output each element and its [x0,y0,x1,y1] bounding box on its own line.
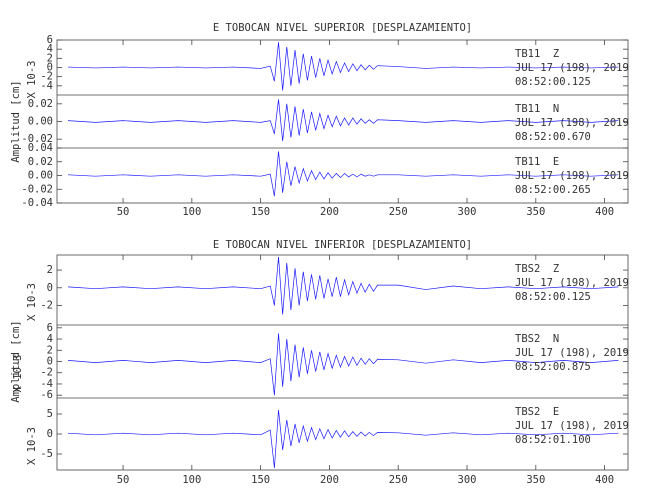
chart-title: E TOBOCAN NIVEL SUPERIOR [DESPLAZAMIENTO… [213,22,472,34]
x-tick-label: 400 [595,474,614,486]
time-label: 08:52:00.875 [515,361,591,373]
scale-label: X 10-3 [26,427,38,465]
y-tick-label: 2 [47,52,53,64]
chart-title: E TOBOCAN NIVEL INFERIOR [DESPLAZAMIENTO… [213,239,472,251]
time-label: 08:52:00.670 [515,131,591,143]
y-tick-label: 2 [47,264,53,276]
trace [67,409,619,469]
y-tick-label: 5 [47,408,53,420]
trace [67,42,619,91]
trace [67,256,619,315]
y-tick-label: -2 [40,300,53,312]
time-label: 08:52:01.100 [515,434,591,446]
date-label: JUL 17 (198), 2019 [515,170,629,182]
station-label: TB11 Z [515,48,559,60]
time-label: 08:52:00.265 [515,184,591,196]
date-label: JUL 17 (198), 2019 [515,420,629,432]
y-tick-label: 0.00 [28,116,53,128]
y-tick-label: 6 [47,34,53,46]
station-label: TB11 E [515,156,559,168]
x-tick-label: 300 [458,206,477,218]
y-tick-label: 0 [47,356,53,368]
x-tick-label: 350 [526,206,545,218]
x-tick-label: 50 [117,206,130,218]
x-tick-label: 200 [320,474,339,486]
y-tick-label: 0 [47,428,53,440]
y-tick-label: 6 [47,322,53,334]
y-tick-label: -4 [40,378,53,390]
time-label: 08:52:00.125 [515,291,591,303]
date-label: JUL 17 (198), 2019 [515,347,629,359]
trace [67,333,619,396]
plot-frame [56,254,629,471]
y-tick-label: 4 [47,43,53,55]
station-label: TBS2 E [515,406,559,418]
date-label: JUL 17 (198), 2019 [515,62,629,74]
date-label: JUL 17 (198), 2019 [515,117,629,129]
x-tick-label: 100 [182,474,201,486]
y-tick-label: -2 [40,71,53,83]
y-tick-label: 0 [47,282,53,294]
x-tick-label: 150 [251,206,270,218]
y-tick-label: -0.02 [21,133,53,145]
x-tick-label: 300 [458,474,477,486]
trace [67,151,619,197]
station-label: TBS2 Z [515,263,559,275]
y-tick-label: -0.02 [21,183,53,195]
y-tick-label: -2 [40,367,53,379]
x-tick-label: 50 [117,474,130,486]
scale-label: X 10-3 [26,61,38,99]
y-tick-label: 0.02 [28,156,53,168]
trace [67,99,619,141]
y-tick-label: 0 [47,62,53,74]
station-label: TB11 N [515,103,559,115]
y-tick-label: -5 [40,448,53,460]
date-label: JUL 17 (198), 2019 [515,277,629,289]
station-label: TBS2 N [515,333,559,345]
y-tick-label: 4 [47,333,53,345]
x-tick-label: 250 [389,206,408,218]
x-tick-label: 100 [182,206,201,218]
x-tick-label: 400 [595,206,614,218]
y-tick-label: 0.00 [28,170,53,182]
y-tick-label: -6 [40,389,53,401]
x-tick-label: 250 [389,474,408,486]
y-tick-label: 0.04 [28,142,53,154]
scale-label: X 10-3 [12,355,24,393]
y-axis-label: Amplitud [cm] [10,320,22,402]
x-tick-label: 150 [251,474,270,486]
x-tick-label: 350 [526,474,545,486]
time-label: 08:52:00.125 [515,76,591,88]
y-tick-label: 2 [47,344,53,356]
scale-label: X 10-3 [26,283,38,321]
x-tick-label: 200 [320,206,339,218]
y-tick-label: 0.02 [28,98,53,110]
y-axis-label: Amplitud [cm] [10,80,22,162]
y-tick-label: -0.04 [21,197,53,209]
y-tick-label: -4 [40,80,53,92]
